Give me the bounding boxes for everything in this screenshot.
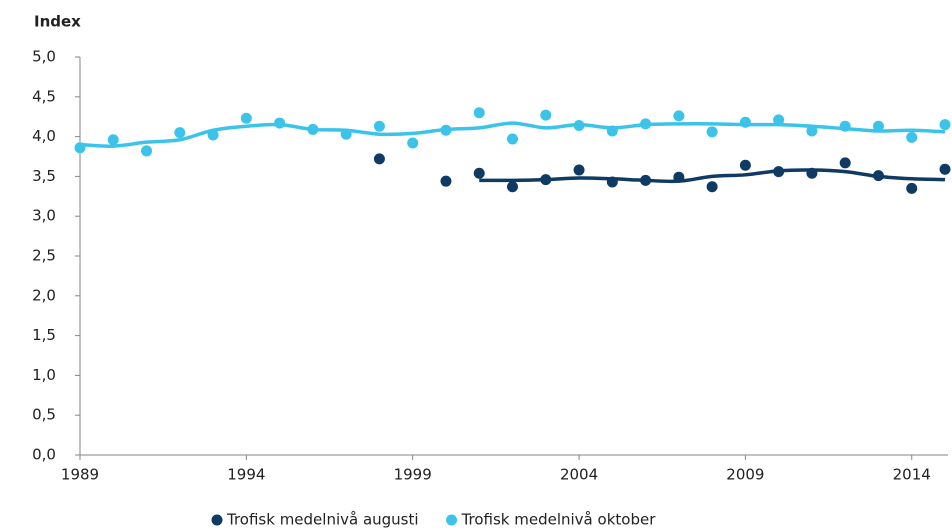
point xyxy=(174,127,186,139)
point xyxy=(773,114,785,126)
point xyxy=(906,131,918,143)
x-tick-label: 1999 xyxy=(394,466,432,484)
point xyxy=(739,159,751,171)
point xyxy=(706,181,718,193)
legend-marker xyxy=(211,514,223,526)
point xyxy=(939,119,951,131)
point xyxy=(473,107,485,119)
point xyxy=(706,126,718,138)
y-tick-label: 2,5 xyxy=(32,247,56,265)
point xyxy=(107,134,119,146)
point xyxy=(373,153,385,165)
y-tick-label: 3,0 xyxy=(32,207,56,225)
y-tick-label: 0,0 xyxy=(32,446,56,464)
trend-line xyxy=(79,121,946,148)
point xyxy=(673,110,685,122)
y-tick-label: 5,0 xyxy=(32,48,56,66)
y-tick-label: 1,0 xyxy=(32,366,56,384)
legend-marker xyxy=(446,514,458,526)
point xyxy=(473,167,485,179)
point xyxy=(906,182,918,194)
point xyxy=(507,181,518,193)
y-tick-label: 2,0 xyxy=(32,286,56,304)
point xyxy=(407,137,419,149)
x-tick-label: 2014 xyxy=(893,466,931,484)
y-tick-label: 3,5 xyxy=(32,167,56,185)
point xyxy=(540,109,552,121)
legend-label: Trofisk medelnivå augusti xyxy=(226,511,419,529)
point xyxy=(240,112,252,124)
y-tick-label: 0,5 xyxy=(32,406,56,424)
legend-label: Trofisk medelnivå oktober xyxy=(461,511,657,529)
point xyxy=(507,133,518,145)
point xyxy=(872,120,884,132)
trend-line xyxy=(479,168,946,184)
y-tick-label: 1,5 xyxy=(32,326,56,344)
y-tick-label: 4,0 xyxy=(32,127,56,145)
point xyxy=(806,125,818,137)
y-axis-title: Index xyxy=(34,13,81,31)
point xyxy=(373,120,385,132)
point xyxy=(141,145,153,157)
x-tick-label: 1989 xyxy=(61,466,99,484)
point xyxy=(573,164,585,176)
x-tick-label: 2009 xyxy=(726,466,764,484)
y-tick-label: 4,5 xyxy=(32,87,56,105)
x-tick-label: 2004 xyxy=(560,466,598,484)
x-tick-label: 1994 xyxy=(227,466,265,484)
point xyxy=(939,163,951,175)
point xyxy=(440,175,452,187)
point xyxy=(839,157,851,169)
